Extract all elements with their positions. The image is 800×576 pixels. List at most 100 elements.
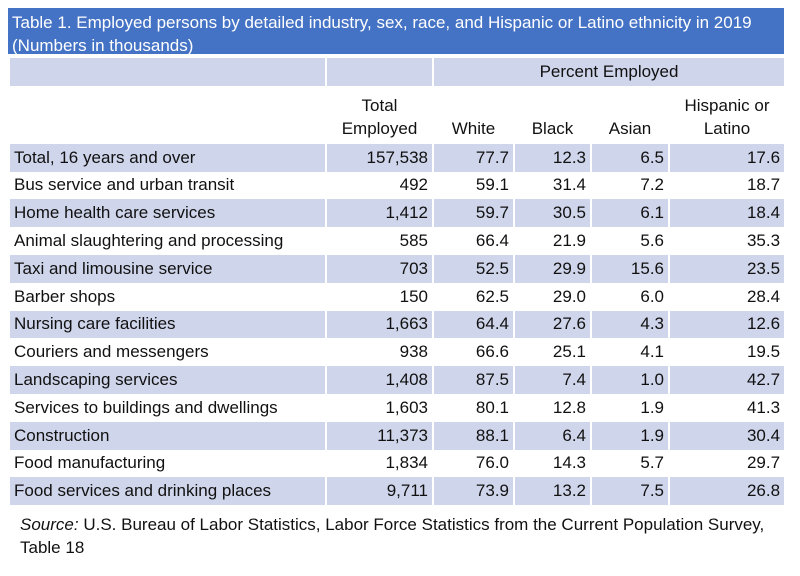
row-label: Construction — [8, 421, 327, 450]
table-row: Food manufacturing 1,834 76.0 14.3 5.7 29.7 — [8, 449, 787, 478]
table-cell: 6.5 — [590, 143, 670, 172]
table-cell: 1.9 — [590, 393, 670, 422]
header-cell — [325, 58, 434, 86]
table-cell: 12.3 — [513, 143, 592, 172]
table-cell: 7.4 — [513, 366, 592, 394]
table-cell: 42.7 — [667, 366, 787, 394]
table-cell: 41.3 — [667, 393, 787, 422]
table-cell: 29.0 — [513, 282, 592, 311]
header-row: Total Employed White Black Asian Hispanic or… — [8, 85, 787, 144]
table-cell: 29.9 — [513, 254, 592, 283]
column-header: Asian — [590, 85, 670, 144]
table-cell: 66.4 — [432, 227, 515, 255]
table-title: Table 1. Employed persons by detailed in… — [8, 8, 784, 55]
table-cell: 18.4 — [667, 199, 787, 228]
table-cell: 6.4 — [513, 421, 592, 450]
column-header-text: White — [451, 118, 496, 138]
table-cell: 585 — [325, 227, 434, 255]
table-row: Animal slaughtering and processing 585 66.… — [8, 227, 787, 255]
table-cell: 7.2 — [590, 171, 670, 200]
row-label: Bus service and urban transit — [8, 171, 327, 200]
table-cell: 15.6 — [590, 254, 670, 283]
table-row: Taxi and limousine service 703 52.5 29.9 15.… — [8, 254, 787, 283]
table-cell: 6.1 — [590, 199, 670, 228]
header-cell — [8, 85, 327, 144]
table-cell: 1.0 — [590, 366, 670, 394]
table-cell: 29.7 — [667, 449, 787, 478]
table-cell: 150 — [325, 282, 434, 311]
table-cell: 52.5 — [432, 254, 515, 283]
table-figure: Table 1. Employed persons by detailed in… — [8, 8, 787, 559]
table-cell: 938 — [325, 338, 434, 367]
table-row: Construction 11,373 88.1 6.4 1.9 30.4 — [8, 421, 787, 450]
table-cell: 157,538 — [325, 143, 434, 172]
column-header: Total Employed — [325, 85, 434, 144]
table-cell: 62.5 — [432, 282, 515, 311]
column-header-text: Hispanic or Latino — [684, 95, 770, 138]
column-header: White — [432, 85, 515, 144]
table-cell: 23.5 — [667, 254, 787, 283]
row-label: Home health care services — [8, 199, 327, 228]
table-cell: 1,408 — [325, 366, 434, 394]
table-cell: 30.5 — [513, 199, 592, 228]
table-cell: 27.6 — [513, 310, 592, 339]
source-label: Source: — [20, 515, 79, 535]
table-cell: 14.3 — [513, 449, 592, 478]
table-cell: 21.9 — [513, 227, 592, 255]
table-cell: 11,373 — [325, 421, 434, 450]
table-cell: 80.1 — [432, 393, 515, 422]
table-cell: 703 — [325, 254, 434, 283]
table-cell: 26.8 — [667, 477, 787, 506]
table-cell: 25.1 — [513, 338, 592, 367]
table-cell: 66.6 — [432, 338, 515, 367]
row-label: Total, 16 years and over — [8, 143, 327, 172]
table-cell: 64.4 — [432, 310, 515, 339]
row-label: Nursing care facilities — [8, 310, 327, 339]
column-header-text: Total Employed — [341, 95, 418, 138]
column-header-text: Asian — [608, 118, 652, 138]
row-label: Landscaping services — [8, 366, 327, 394]
table-cell: 77.7 — [432, 143, 515, 172]
table-cell: 31.4 — [513, 171, 592, 200]
header-cell — [8, 58, 327, 86]
table-row: Services to buildings and dwellings 1,603… — [8, 393, 787, 422]
table-cell: 73.9 — [432, 477, 515, 506]
group-header: Percent Employed — [431, 58, 787, 86]
table-cell: 1,412 — [325, 199, 434, 228]
table-cell: 9,711 — [325, 477, 434, 506]
table-cell: 7.5 — [590, 477, 670, 506]
source-note: Source: U.S. Bureau of Labor Statistics,… — [8, 505, 784, 559]
table-row: Food services and drinking places 9,711 73… — [8, 477, 787, 506]
table-cell: 4.1 — [590, 338, 670, 367]
table-row: Total, 16 years and over 157,538 77.7 12.3 6… — [8, 143, 787, 172]
row-label: Services to buildings and dwellings — [8, 393, 327, 422]
row-label: Taxi and limousine service — [8, 254, 327, 283]
table-cell: 12.8 — [513, 393, 592, 422]
source-text: U.S. Bureau of Labor Statistics, Labor F… — [20, 515, 765, 558]
column-header-text: Black — [531, 118, 574, 138]
column-header: Black — [513, 85, 592, 144]
column-header: Hispanic or Latino — [667, 85, 787, 144]
table-cell: 88.1 — [432, 421, 515, 450]
table-row: Bus service and urban transit 492 59.1 31.4… — [8, 171, 787, 200]
table-cell: 1,663 — [325, 310, 434, 339]
row-label: Animal slaughtering and processing — [8, 227, 327, 255]
table-row: Landscaping services 1,408 87.5 7.4 1.0 42.7 — [8, 366, 787, 394]
table-cell: 17.6 — [667, 143, 787, 172]
table-cell: 12.6 — [667, 310, 787, 339]
table-cell: 6.0 — [590, 282, 670, 311]
data-table: Percent Employed Total Employed White Blac… — [8, 58, 787, 506]
table-row: Couriers and messengers 938 66.6 25.1 4.1 19.… — [8, 338, 787, 367]
table-cell: 13.2 — [513, 477, 592, 506]
table-cell: 18.7 — [667, 171, 787, 200]
table-cell: 87.5 — [432, 366, 515, 394]
table-cell: 59.7 — [432, 199, 515, 228]
table-cell: 5.7 — [590, 449, 670, 478]
table-cell: 19.5 — [667, 338, 787, 367]
table-cell: 28.4 — [667, 282, 787, 311]
row-label: Food services and drinking places — [8, 477, 327, 506]
table-cell: 4.3 — [590, 310, 670, 339]
table-row: Nursing care facilities 1,663 64.4 27.6 4.3 1… — [8, 310, 787, 339]
table-row: Home health care services 1,412 59.7 30.5 6.… — [8, 199, 787, 228]
table-cell: 1,834 — [325, 449, 434, 478]
